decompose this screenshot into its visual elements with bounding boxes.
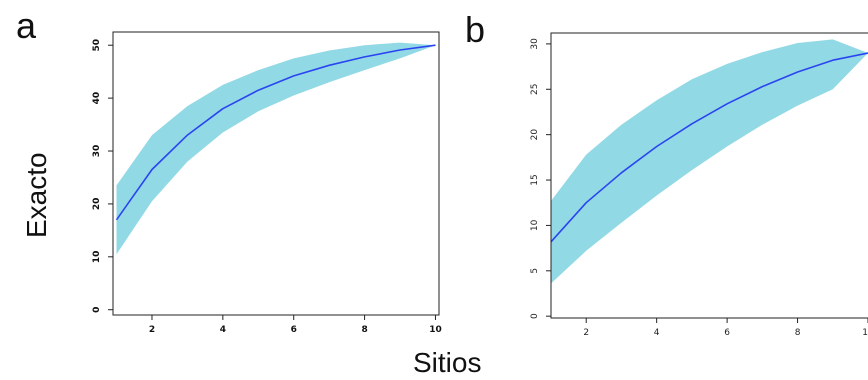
y-tick-label: 30 bbox=[92, 145, 102, 158]
y-tick-label: 10 bbox=[530, 219, 540, 231]
series-line-layer bbox=[115, 44, 436, 221]
y-tick-label: 20 bbox=[92, 198, 102, 211]
y-tick-label: 10 bbox=[92, 251, 102, 264]
x-tick-label: 4 bbox=[654, 328, 660, 338]
series-line bbox=[550, 52, 868, 243]
x-tick-label: 6 bbox=[724, 328, 730, 338]
series-line bbox=[115, 44, 436, 221]
x-tick-label: 8 bbox=[795, 328, 801, 338]
y-axis-label: Exacto bbox=[21, 152, 52, 238]
y-tick-label: 0 bbox=[92, 307, 102, 313]
x-tick-label: 8 bbox=[361, 325, 367, 335]
chart-panel-a: 2 4 6 8 10 0 10 20 30 40 50 bbox=[92, 31, 442, 335]
panel-b-letter: b bbox=[465, 9, 485, 50]
y-tick-label: 50 bbox=[92, 39, 102, 52]
x-tick-label: 4 bbox=[220, 325, 226, 335]
chart-panel-b: 2 4 6 8 10 0 5 10 15 20 25 30 bbox=[530, 32, 868, 338]
confidence-band-layer bbox=[116, 42, 436, 255]
confidence-band bbox=[551, 39, 868, 284]
plot-frame-a bbox=[112, 31, 440, 316]
y-tick-label: 15 bbox=[530, 174, 540, 185]
y-ticks-b: 0 5 10 15 20 25 30 bbox=[530, 38, 551, 319]
confidence-band bbox=[116, 42, 436, 255]
plot-frame-b bbox=[550, 32, 868, 319]
y-tick-label: 0 bbox=[530, 313, 540, 319]
panel-a-letter: a bbox=[16, 5, 37, 46]
confidence-band-layer bbox=[551, 39, 868, 284]
x-tick-label: 2 bbox=[149, 325, 155, 335]
x-ticks-a: 2 4 6 8 10 bbox=[149, 315, 442, 335]
x-ticks-b: 2 4 6 8 10 bbox=[583, 318, 868, 338]
series-line-layer bbox=[550, 52, 868, 243]
x-tick-label: 2 bbox=[583, 328, 589, 338]
x-tick-label: 10 bbox=[862, 328, 868, 338]
y-ticks-a: 0 10 20 30 40 50 bbox=[92, 39, 113, 313]
x-tick-label: 6 bbox=[291, 325, 297, 335]
y-tick-label: 40 bbox=[92, 92, 102, 105]
x-axis-label: Sitios bbox=[413, 347, 481, 378]
y-tick-label: 5 bbox=[530, 268, 540, 274]
x-tick-label: 10 bbox=[429, 325, 442, 335]
y-tick-label: 25 bbox=[530, 84, 540, 95]
y-tick-label: 20 bbox=[530, 129, 540, 141]
y-tick-label: 30 bbox=[530, 38, 540, 50]
